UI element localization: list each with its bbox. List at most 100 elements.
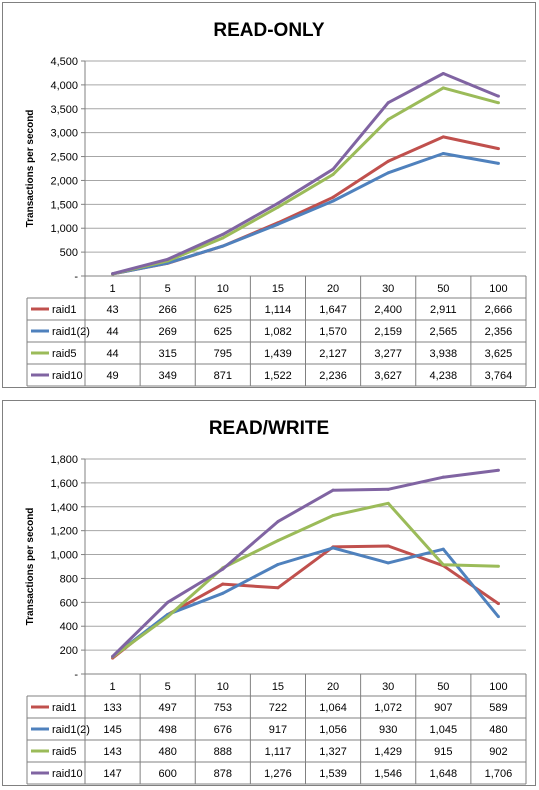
data-point-raid5: [441, 86, 445, 90]
data-label: 930: [379, 724, 397, 736]
series-line-raid10: [112, 72, 499, 276]
y-tick-label: 1,000: [50, 550, 78, 562]
data-label: 600: [159, 768, 177, 780]
data-label: 4,238: [430, 370, 458, 382]
y-tick-label: 3,000: [50, 128, 78, 140]
legend-label: raid1(2): [52, 724, 90, 736]
data-point-raid10: [221, 232, 225, 236]
x-tick-label: 10: [217, 681, 229, 693]
data-point-raid5: [386, 501, 390, 505]
data-point-raid5: [386, 117, 390, 121]
data-point-raid10: [111, 272, 115, 276]
data-label: 497: [159, 702, 177, 714]
data-label: 2,356: [485, 326, 513, 338]
data-label: 902: [489, 746, 507, 758]
data-label: 1,706: [485, 768, 513, 780]
data-point-raid10: [111, 654, 115, 658]
data-point-raid1: [331, 195, 335, 199]
data-point-raid5: [496, 564, 500, 568]
chart-title: READ/WRITE: [209, 418, 329, 439]
data-label: 1,439: [264, 348, 292, 360]
data-label: 2,236: [319, 370, 347, 382]
data-point-raid5: [331, 513, 335, 517]
chart-read-only: READ-ONLY Transactions per second - 500 1,00…: [25, 20, 527, 387]
y-tick-label: 1,200: [50, 526, 78, 538]
data-label: 1,522: [264, 370, 292, 382]
x-tick-label: 15: [272, 283, 284, 295]
data-label: 145: [103, 724, 121, 736]
data-label: 1,064: [319, 702, 347, 714]
data-label: 3,625: [485, 348, 513, 360]
data-label: 676: [214, 724, 232, 736]
data-label: 3,627: [374, 370, 402, 382]
x-tick-label: 15: [272, 681, 284, 693]
series-line-raid1(2): [111, 546, 500, 658]
data-point-raid5: [331, 172, 335, 176]
data-label: 498: [159, 724, 177, 736]
y-tick-label: 3,500: [50, 104, 78, 116]
y-tick-label: 2,500: [50, 152, 78, 164]
data-point-raid10: [276, 201, 280, 205]
data-label: 1,539: [319, 768, 347, 780]
series-line-raid1(2): [112, 152, 499, 276]
data-point-raid10: [386, 101, 390, 105]
data-label: 269: [159, 326, 177, 338]
y-tick-label: 4,000: [50, 80, 78, 92]
chart-title: READ-ONLY: [213, 20, 325, 41]
y-tick-label: 4,500: [50, 56, 78, 68]
y-tick-label: -: [74, 271, 78, 283]
data-point-raid5: [166, 615, 170, 619]
data-point-raid1(2): [221, 591, 225, 595]
legend-label: raid1: [52, 702, 76, 714]
data-label: 1,056: [319, 724, 347, 736]
legend-label: raid5: [52, 746, 76, 758]
data-point-raid1: [276, 586, 280, 590]
data-point-raid5: [276, 539, 280, 543]
data-point-raid1: [221, 582, 225, 586]
data-label: 1,647: [319, 304, 347, 316]
y-tick-label: 800: [60, 573, 78, 585]
y-tick-label: 400: [60, 621, 78, 633]
y-tick-label: 600: [60, 597, 78, 609]
data-label: 1,570: [319, 326, 347, 338]
y-tick-label: 500: [60, 247, 78, 259]
x-tick-label: 20: [327, 681, 339, 693]
y-tick-label: 1,400: [50, 502, 78, 514]
data-point-raid10: [386, 487, 390, 491]
chart-panel-read-only: READ-ONLY Transactions per second - 500 1,00…: [2, 2, 536, 388]
data-point-raid5: [441, 563, 445, 567]
data-point-raid10: [166, 600, 170, 604]
data-label: 133: [103, 702, 121, 714]
data-label: 753: [214, 702, 232, 714]
x-tick-label: 1: [110, 283, 116, 295]
data-point-raid10: [331, 167, 335, 171]
data-label: 888: [214, 746, 232, 758]
data-label: 878: [214, 768, 232, 780]
data-point-raid1(2): [386, 171, 390, 175]
series-line-raid1: [112, 135, 499, 276]
data-label: 589: [489, 702, 507, 714]
y-tick-label: 200: [60, 645, 78, 657]
data-point-raid1: [386, 159, 390, 163]
data-label: 349: [159, 370, 177, 382]
chart-read-write: READ/WRITE Transactions per second - 200 400…: [25, 418, 527, 785]
data-point-raid1(2): [496, 615, 500, 619]
y-axis-label: Transactions per second: [25, 110, 36, 228]
data-point-raid10: [331, 488, 335, 492]
data-label: 625: [214, 326, 232, 338]
data-label: 915: [434, 746, 452, 758]
data-label: 480: [159, 746, 177, 758]
data-label: 1,648: [430, 768, 458, 780]
data-label: 917: [269, 724, 287, 736]
data-label: 43: [106, 304, 118, 316]
data-label: 1,546: [374, 768, 402, 780]
data-label: 266: [159, 304, 177, 316]
data-label: 1,276: [264, 768, 292, 780]
legend-label: raid1: [52, 304, 76, 316]
x-tick-label: 100: [489, 283, 507, 295]
series-line-raid10: [111, 468, 499, 658]
data-label: 907: [434, 702, 452, 714]
data-label: 44: [106, 326, 118, 338]
data-point-raid10: [496, 94, 500, 98]
data-point-raid1: [386, 544, 390, 548]
